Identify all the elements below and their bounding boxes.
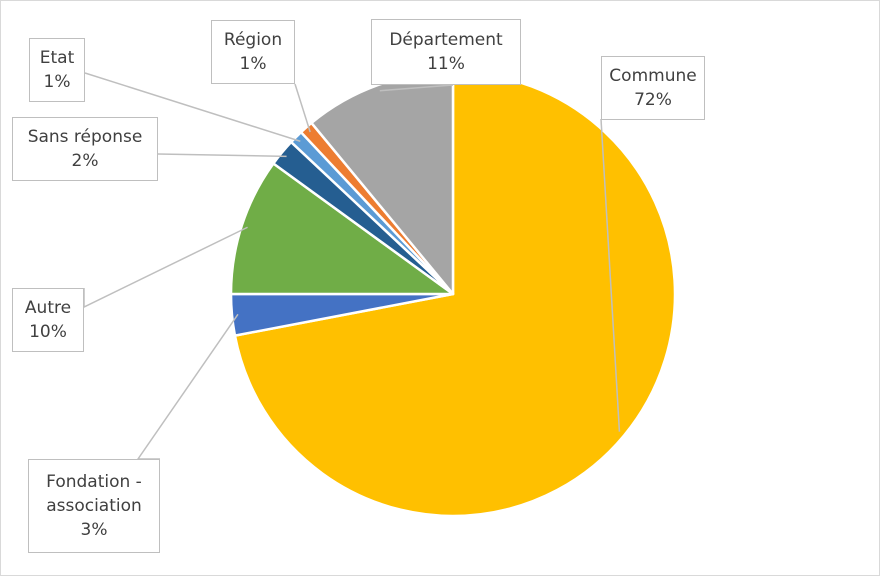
data-label-category: Département — [389, 28, 502, 52]
data-label-value: 72% — [634, 88, 672, 112]
leader-line-r-gion — [295, 84, 310, 132]
leader-line-autre — [84, 227, 248, 307]
data-label-category: Sans réponse — [28, 125, 143, 149]
data-label-r-gion: Région 1% — [211, 20, 295, 84]
data-label-category: Autre — [25, 296, 71, 320]
data-label-value: 2% — [72, 149, 99, 173]
data-label-category: Région — [224, 28, 282, 52]
data-label-category: Commune — [609, 64, 696, 88]
data-label-value: 3% — [81, 518, 108, 542]
leader-line-sans-r-ponse — [158, 154, 287, 156]
leader-line-fondation-association — [138, 314, 238, 459]
data-label-d-partement: Département 11% — [371, 19, 521, 85]
data-label-fondation-association: Fondation - association 3% — [28, 459, 160, 553]
pie-slices — [231, 72, 675, 516]
data-label-sans-r-ponse: Sans réponse 2% — [12, 117, 158, 181]
data-label-autre: Autre 10% — [12, 288, 84, 352]
data-label-category: association — [46, 494, 142, 518]
data-label-value: 11% — [427, 52, 465, 76]
data-label-value: 10% — [29, 320, 67, 344]
data-label-category: Fondation - — [46, 470, 142, 494]
data-label-value: 1% — [44, 70, 71, 94]
data-label-commune: Commune 72% — [601, 56, 705, 120]
data-label-category: Etat — [40, 46, 75, 70]
data-label-etat: Etat 1% — [29, 38, 85, 102]
data-label-value: 1% — [240, 52, 267, 76]
